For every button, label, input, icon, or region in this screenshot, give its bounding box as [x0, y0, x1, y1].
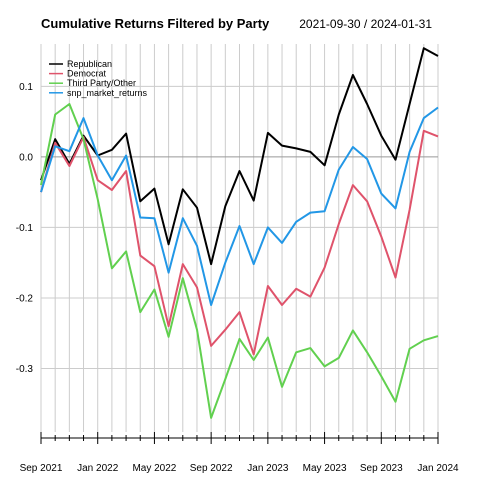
y-tick-label: -0.2: [16, 293, 34, 304]
legend-label: snp_market_returns: [67, 88, 148, 98]
x-tick-label: Sep 2022: [190, 463, 233, 474]
x-axis: Sep 2021 Jan 2022 May 2022 Sep 2022 Jan 2023…: [20, 432, 459, 474]
x-tick-label: Jan 2024: [417, 463, 459, 474]
grid-lines: [40, 44, 439, 432]
series-lines: [40, 47, 439, 419]
date-range-label: 2021-09-30 / 2024-01-31: [299, 17, 432, 31]
y-axis-labels: 0.1 0.0 -0.1 -0.2 -0.3: [16, 82, 34, 375]
legend-label: Democrat: [67, 69, 107, 79]
legend-label: Republican: [67, 59, 112, 69]
series-line-third-party-other: [40, 103, 439, 419]
x-tick-label: Sep 2023: [360, 463, 403, 474]
legend-label: Third Party/Other: [67, 78, 136, 88]
series-line-snp-market-returns: [40, 106, 439, 306]
x-tick-label: May 2023: [303, 463, 347, 474]
x-tick-label: May 2022: [132, 463, 176, 474]
y-tick-label: -0.1: [16, 223, 34, 234]
chart-title: Cumulative Returns Filtered by Party: [41, 16, 270, 31]
y-tick-label: -0.3: [16, 364, 34, 375]
y-tick-label: 0.1: [19, 82, 33, 93]
y-tick-label: 0.0: [19, 152, 33, 163]
series-line-democrat: [40, 129, 439, 356]
series-line-republican: [40, 47, 439, 266]
x-tick-label: Jan 2022: [77, 463, 119, 474]
x-tick-label: Jan 2023: [247, 463, 289, 474]
x-tick-label: Sep 2021: [20, 463, 63, 474]
